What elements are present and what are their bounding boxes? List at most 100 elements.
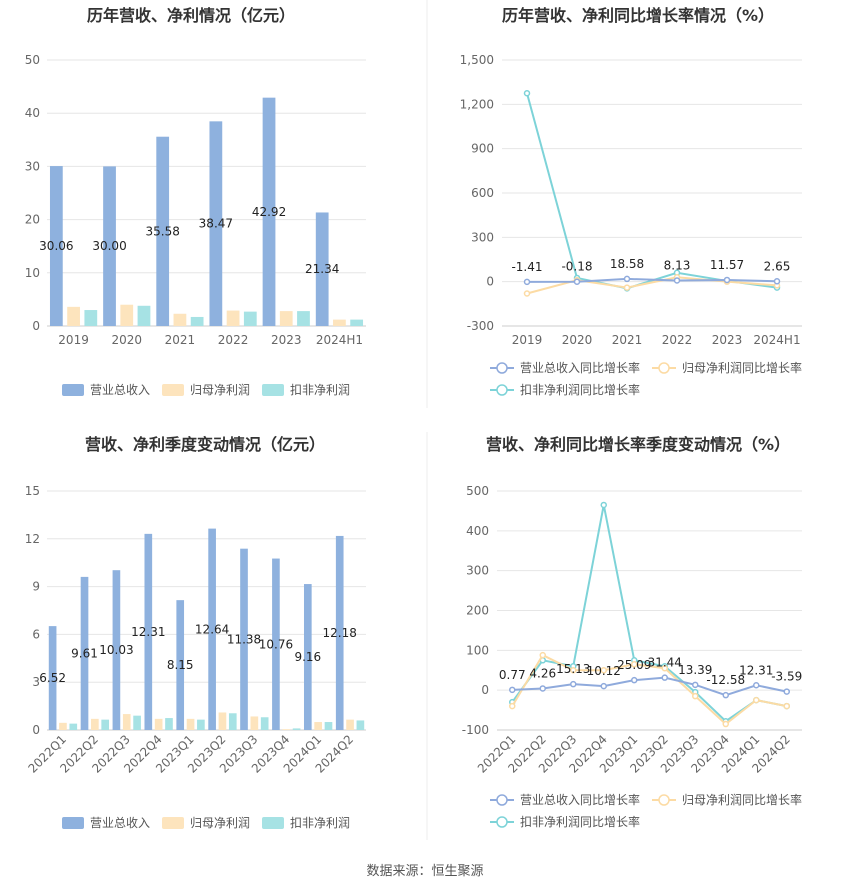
chart-title: 历年营收、净利同比增长率情况（%） bbox=[502, 6, 774, 25]
legend-swatch bbox=[262, 817, 284, 829]
x-tick-label: 2019 bbox=[58, 333, 89, 347]
bar-扣非净利润 bbox=[356, 720, 365, 730]
legend-label: 扣非净利润同比增长率 bbox=[520, 814, 640, 829]
data-label: 9.16 bbox=[294, 650, 321, 664]
data-label: -12.58 bbox=[706, 673, 745, 687]
bar-归母净利润 bbox=[67, 306, 80, 326]
bar-归母净利润 bbox=[154, 718, 163, 730]
bar-营业总收入 bbox=[315, 212, 329, 326]
data-label: 11.38 bbox=[227, 632, 261, 646]
point-归母净利润同比增长率 bbox=[539, 651, 546, 659]
bar-扣非净利润 bbox=[84, 310, 98, 326]
chart-quarterly-growth: 营收、净利同比增长率季度变动情况（%） -100 0 100 200 300 400 500 2… bbox=[462, 435, 803, 829]
bar-归母净利润 bbox=[346, 719, 354, 730]
legend-swatch-marker bbox=[658, 794, 670, 806]
x-tick-label: 2022 bbox=[218, 333, 249, 347]
point-营业总收入同比增长率 bbox=[723, 276, 731, 284]
point-营业总收入同比增长率 bbox=[783, 688, 790, 695]
y-tick-label: 50 bbox=[25, 53, 40, 67]
legend-label: 营业总收入同比增长率 bbox=[520, 360, 640, 375]
data-label: 21.34 bbox=[305, 262, 339, 276]
bar-归母净利润 bbox=[279, 311, 293, 326]
legend-label: 归母净利润 bbox=[190, 383, 250, 397]
y-tick-label: 0 bbox=[32, 723, 40, 737]
data-label: 8.15 bbox=[167, 658, 194, 672]
data-label: 10.12 bbox=[587, 664, 621, 678]
data-label: 12.18 bbox=[323, 626, 357, 640]
bar-扣非净利润 bbox=[197, 719, 205, 730]
y-tick-label: 9 bbox=[32, 580, 40, 594]
bar-归母净利润 bbox=[120, 304, 134, 326]
point-归母净利润同比增长率 bbox=[722, 720, 729, 728]
data-label: 10.76 bbox=[259, 637, 293, 651]
data-label: 30.00 bbox=[92, 239, 126, 253]
bar-营业总收入 bbox=[49, 166, 63, 326]
y-tick-label: 12 bbox=[25, 532, 40, 546]
y-tick-label: 1,200 bbox=[460, 97, 494, 111]
bar-归母净利润 bbox=[218, 712, 227, 730]
legend-swatch bbox=[162, 384, 184, 396]
y-tick-label: 300 bbox=[466, 564, 489, 578]
x-tick-label: 2021 bbox=[612, 333, 643, 347]
legend-swatch bbox=[62, 817, 84, 829]
bar-归母净利润 bbox=[333, 319, 346, 326]
x-tick-label: 2019 bbox=[512, 333, 543, 347]
bar-扣非净利润 bbox=[243, 311, 257, 326]
y-tick-label: 6 bbox=[32, 627, 40, 641]
data-label: 11.57 bbox=[710, 258, 744, 272]
chart-annual-amount: 历年营收、净利情况（亿元） 0 10 20 30 40 50 2019 2020 2021 2022… bbox=[25, 6, 366, 397]
bar-扣非净利润 bbox=[190, 316, 204, 326]
y-tick-label: 200 bbox=[466, 604, 489, 618]
data-label: 2.65 bbox=[764, 259, 791, 273]
data-label: 10.03 bbox=[99, 643, 133, 657]
y-tick-label: 1,500 bbox=[460, 53, 494, 67]
bar-扣非净利润 bbox=[350, 319, 364, 326]
bar-归母净利润 bbox=[173, 313, 187, 326]
y-tick-label: 3 bbox=[32, 675, 40, 689]
bar-归母净利润 bbox=[314, 722, 322, 730]
bar-归母净利润 bbox=[282, 729, 291, 730]
point-归母净利润同比增长率 bbox=[523, 290, 531, 297]
point-营业总收入同比增长率 bbox=[570, 680, 577, 688]
point-营业总收入同比增长率 bbox=[661, 674, 668, 681]
bar-营业总收入 bbox=[48, 626, 57, 730]
x-tick-label: 2023 bbox=[271, 333, 302, 347]
data-label: 6.52 bbox=[39, 671, 66, 685]
data-label: 8.13 bbox=[664, 258, 691, 272]
bar-扣非净利润 bbox=[292, 728, 301, 730]
bar-扣非净利润 bbox=[260, 717, 269, 730]
chart-title: 历年营收、净利情况（亿元） bbox=[87, 6, 295, 25]
point-归母净利润同比增长率 bbox=[570, 667, 577, 674]
point-营业总收入同比增长率 bbox=[773, 278, 781, 285]
point-归母净利润同比增长率 bbox=[661, 665, 668, 672]
legend-label: 归母净利润 bbox=[190, 816, 250, 830]
data-label: 13.39 bbox=[678, 663, 712, 677]
bar-归母净利润 bbox=[250, 716, 259, 730]
x-tick-label: 2024H1 bbox=[316, 333, 363, 347]
legend-swatch-marker bbox=[496, 794, 508, 806]
legend-label: 营业总收入 bbox=[90, 383, 150, 397]
chart-quarterly-amount: 营收、净利季度变动情况（亿元）036912152022Q12022Q22022Q… bbox=[25, 435, 366, 830]
point-营业总收入同比增长率 bbox=[722, 691, 729, 699]
data-label: 30.06 bbox=[39, 239, 73, 253]
bar-营业总收入 bbox=[208, 528, 216, 730]
x-tick-label: 2023 bbox=[712, 333, 743, 347]
point-营业总收入同比增长率 bbox=[631, 676, 638, 684]
bar-扣非净利润 bbox=[101, 719, 110, 730]
point-营业总收入同比增长率 bbox=[692, 681, 699, 689]
y-tick-label: 900 bbox=[471, 142, 494, 156]
bar-营业总收入 bbox=[112, 570, 121, 730]
legend-swatch bbox=[62, 384, 84, 396]
data-label: -3.59 bbox=[771, 670, 802, 684]
y-tick-label: 0 bbox=[481, 683, 489, 697]
legend-swatch-marker bbox=[496, 816, 508, 828]
bar-归母净利润 bbox=[226, 310, 240, 326]
bar-营业总收入 bbox=[303, 584, 312, 730]
point-归母净利润同比增长率 bbox=[631, 661, 638, 668]
point-归母净利润同比增长率 bbox=[623, 284, 631, 291]
data-source-note: 数据来源：恒生聚源 bbox=[366, 864, 484, 879]
line-营业总收入同比增长率 bbox=[526, 277, 778, 283]
data-label: 15.13 bbox=[556, 662, 590, 676]
bar-营业总收入 bbox=[144, 533, 153, 730]
